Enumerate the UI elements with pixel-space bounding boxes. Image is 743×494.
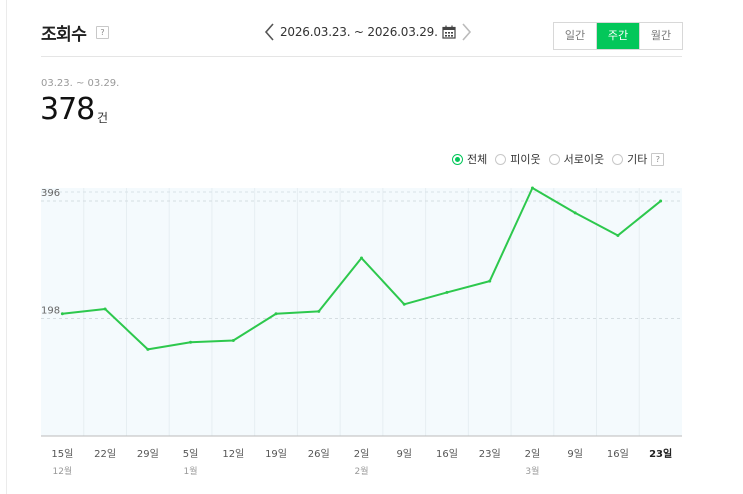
data-point	[659, 199, 663, 203]
data-point	[530, 186, 534, 190]
filter-label-all: 전체	[467, 153, 488, 166]
x-tick-label: 22일	[94, 448, 116, 460]
filter-option-neighbors[interactable]: 피이웃	[495, 151, 541, 167]
plot-background	[41, 188, 682, 436]
data-point	[60, 312, 64, 316]
chevron-right-icon[interactable]	[458, 20, 474, 44]
left-divider	[6, 0, 7, 494]
x-tick-label: 29일	[137, 448, 159, 460]
data-point	[231, 338, 235, 342]
data-point	[274, 312, 278, 316]
x-tick-label: 15일	[51, 448, 73, 460]
month-label: 1월	[184, 465, 198, 477]
data-point	[616, 233, 620, 237]
x-tick-label: 16일	[436, 448, 458, 460]
radio-unchecked-icon[interactable]	[548, 153, 560, 165]
x-tick-label: 16일	[607, 448, 629, 460]
summary-value: 378	[40, 92, 95, 127]
x-tick-label: 23일	[479, 448, 501, 460]
header-divider	[41, 56, 682, 57]
date-range-navigator: 2026.03.23. ~ 2026.03.29.	[262, 20, 474, 44]
x-tick-label: 26일	[308, 448, 330, 460]
data-point	[360, 256, 363, 260]
x-tick-label: 9일	[567, 448, 583, 460]
audience-filter: 전체 피이웃 서로이웃 기타 ?	[452, 151, 665, 167]
x-tick-label: 2일	[525, 448, 541, 460]
data-point	[445, 290, 449, 294]
y-tick-label: 198	[41, 306, 60, 317]
month-label: 3월	[525, 465, 539, 477]
x-tick-label: 5일	[183, 448, 199, 460]
chevron-left-icon[interactable]	[262, 20, 278, 44]
x-tick-label: 23일	[649, 447, 672, 460]
data-point	[573, 211, 577, 215]
page-title: 조회수	[41, 25, 87, 45]
summary-range: 03.23. ~ 03.29.	[41, 78, 120, 89]
summary-unit: 건	[97, 111, 109, 125]
filter-option-all[interactable]: 전체	[452, 151, 487, 167]
x-tick-label: 19일	[265, 448, 287, 460]
period-tabs: 일간 주간 월간	[553, 22, 683, 50]
data-point	[402, 302, 406, 306]
filter-label-neighbors: 피이웃	[510, 153, 541, 166]
filter-option-other[interactable]: 기타 ?	[612, 151, 665, 167]
x-tick-label: 9일	[396, 448, 412, 460]
radio-unchecked-icon[interactable]	[495, 153, 507, 165]
month-label: 2월	[354, 465, 368, 477]
radio-unchecked-icon[interactable]	[612, 153, 624, 165]
x-tick-label: 12일	[222, 448, 244, 460]
data-point	[488, 279, 492, 283]
filter-label-other: 기타	[627, 153, 648, 166]
month-label: 12월	[52, 465, 72, 477]
data-point	[189, 340, 193, 344]
data-point	[146, 347, 150, 351]
y-tick-label: 396	[41, 188, 60, 199]
filter-option-mutual[interactable]: 서로이웃	[548, 151, 605, 167]
data-point	[103, 307, 107, 311]
tab-weekly[interactable]: 주간	[596, 23, 639, 49]
filter-label-mutual: 서로이웃	[563, 153, 605, 166]
radio-checked-icon[interactable]	[452, 153, 463, 165]
x-tick-label: 2일	[354, 448, 370, 460]
date-range-label: 2026.03.23. ~ 2026.03.29.	[280, 25, 438, 39]
tab-monthly[interactable]: 월간	[639, 23, 682, 49]
help-icon[interactable]: ?	[651, 152, 665, 166]
data-point	[317, 309, 321, 313]
help-icon[interactable]: ?	[96, 26, 109, 39]
tab-daily[interactable]: 일간	[554, 23, 596, 49]
calendar-icon[interactable]	[442, 25, 456, 39]
